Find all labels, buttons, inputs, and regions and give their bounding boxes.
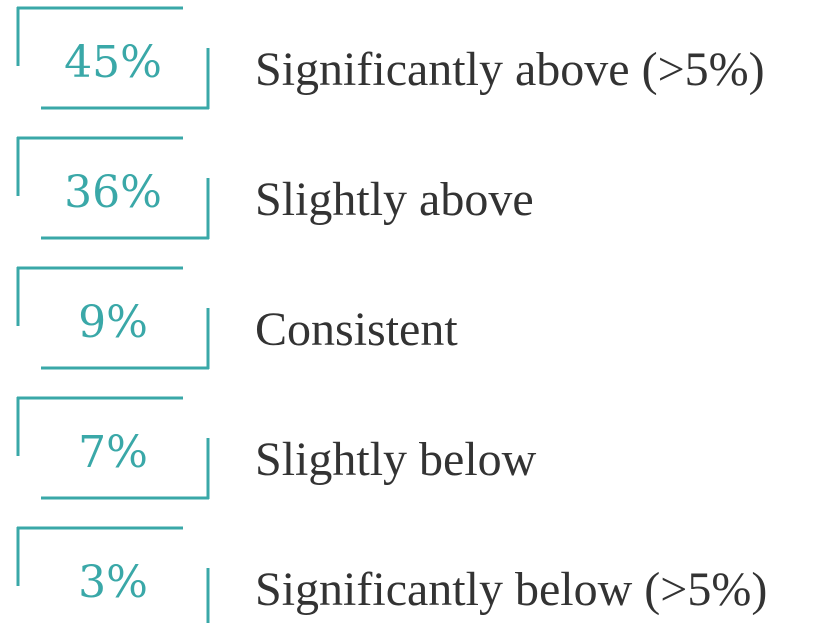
description: Significantly below (>5%) (255, 563, 767, 616)
description: Slightly above (255, 173, 534, 226)
percentage: 7% (78, 427, 148, 478)
percentage: 3% (78, 557, 148, 608)
percentage: 36% (64, 167, 162, 218)
description: Significantly above (>5%) (255, 43, 765, 96)
percentage: 9% (78, 297, 148, 348)
description: Slightly below (255, 433, 537, 486)
description: Consistent (255, 303, 458, 356)
percentage: 45% (64, 37, 162, 88)
